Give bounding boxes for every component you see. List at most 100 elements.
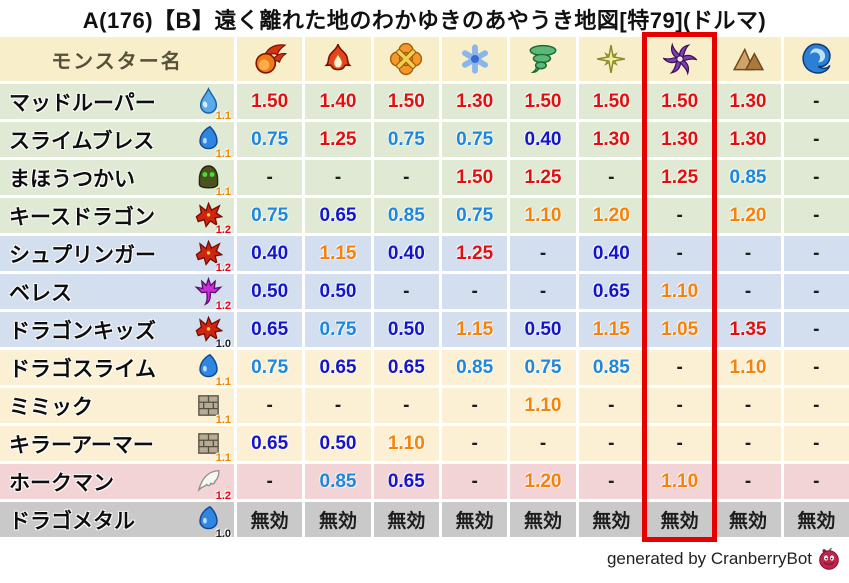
multiplier-cell: 0.85 [578, 350, 644, 385]
multiplier-cell: 0.40 [237, 236, 303, 271]
multiplier-cell: 無効 [647, 502, 713, 537]
multiplier-cell: 0.65 [237, 426, 303, 461]
multiplier-value: 1.35 [729, 318, 767, 340]
monster-name-cell: ドラゴンキッズ 1.0 [0, 312, 234, 347]
monster-name-cell: スライムブレス 1.1 [0, 122, 234, 157]
multiplier-cell: 0.75 [237, 350, 303, 385]
multiplier-value: - [608, 432, 615, 454]
multiplier-cell: 0.85 [715, 160, 781, 195]
rate-badge: 1.0 [215, 337, 231, 348]
element-header-cell [647, 37, 713, 81]
multiplier-cell: 0.65 [305, 350, 371, 385]
multiplier-value: 1.50 [387, 90, 425, 112]
element-header-cell [442, 37, 508, 81]
slime-icon: 1.1 [194, 125, 231, 157]
multiplier-value: 1.15 [319, 242, 357, 264]
multiplier-cell: - [237, 388, 303, 423]
multiplier-value: - [676, 242, 683, 264]
multiplier-cell: 0.50 [373, 312, 439, 347]
multiplier-cell: - [715, 464, 781, 499]
rate-badge: 1.2 [215, 489, 231, 500]
multiplier-value: 1.50 [251, 90, 289, 112]
multiplier-value: 無効 [250, 511, 289, 532]
multiplier-cell: - [783, 274, 849, 309]
multiplier-cell: 1.50 [578, 84, 644, 119]
multiplier-value: - [608, 394, 615, 416]
multiplier-cell: 0.50 [305, 426, 371, 461]
multiplier-cell: - [510, 274, 576, 309]
multiplier-cell: 無効 [237, 502, 303, 537]
monster-name: ベレス [9, 281, 72, 305]
multiplier-value: 0.75 [251, 128, 289, 150]
multiplier-value: 1.10 [729, 356, 767, 378]
multiplier-cell: 1.25 [647, 160, 713, 195]
multiplier-cell: 0.75 [442, 198, 508, 233]
multiplier-value: 無効 [455, 511, 494, 532]
multiplier-cell: 1.10 [373, 426, 439, 461]
rate-badge: 1.1 [215, 109, 231, 120]
multiplier-value: 1.15 [456, 318, 494, 340]
multiplier-value: 1.20 [729, 204, 767, 226]
element-header-cell [373, 37, 439, 81]
multiplier-cell: - [783, 160, 849, 195]
water-drop-icon: 1.1 [194, 86, 231, 119]
multiplier-value: 1.50 [592, 90, 630, 112]
multiplier-cell: - [578, 464, 644, 499]
multiplier-value: - [539, 242, 547, 264]
monster-name: まほうつかい [9, 167, 135, 191]
multiplier-value: 無効 [797, 511, 836, 532]
multiplier-cell: 0.65 [373, 464, 439, 499]
multiplier-value: - [403, 394, 410, 416]
multiplier-cell: 0.85 [373, 198, 439, 233]
multiplier-value: 0.75 [319, 318, 357, 340]
multiplier-value: - [676, 204, 683, 226]
multiplier-value: 1.25 [524, 166, 562, 188]
multiplier-value: 0.50 [524, 318, 562, 340]
multiplier-cell: - [715, 236, 781, 271]
multiplier-value: 0.65 [592, 280, 630, 302]
multiplier-value: - [676, 394, 683, 416]
multiplier-cell: - [783, 236, 849, 271]
monster-name-cell: キラーアーマー 1.1 [0, 426, 234, 461]
multiplier-value: - [813, 356, 820, 378]
multiplier-cell: 0.50 [237, 274, 303, 309]
multiplier-cell: 1.40 [305, 84, 371, 119]
multiplier-value: - [266, 166, 273, 188]
multiplier-cell: 1.05 [647, 312, 713, 347]
rate-badge: 1.1 [215, 375, 231, 386]
multiplier-value: 無効 [728, 511, 767, 532]
multiplier-value: 無効 [387, 511, 426, 532]
multiplier-value: 0.75 [251, 356, 289, 378]
multiplier-cell: 無効 [715, 502, 781, 537]
multiplier-cell: 0.75 [442, 122, 508, 157]
multiplier-value: - [539, 432, 547, 454]
multiplier-value: - [744, 242, 752, 264]
monster-name: スライムブレス [9, 129, 155, 153]
monster-name-cell: ドラゴスライム 1.1 [0, 350, 234, 385]
brick-wall-icon: 1.1 [194, 429, 231, 461]
element-header-cell [715, 37, 781, 81]
monster-name: マッドルーパー [9, 91, 156, 115]
multiplier-cell: 1.30 [715, 84, 781, 119]
slime-icon: 1.1 [194, 353, 231, 385]
multiplier-cell: 1.25 [305, 122, 371, 157]
monster-name: ミミック [9, 395, 93, 419]
monster-name: ドラゴスライム [9, 357, 156, 381]
multiplier-cell: 0.50 [510, 312, 576, 347]
multiplier-cell: 1.10 [647, 464, 713, 499]
multiplier-value: - [744, 280, 752, 302]
multiplier-value: 0.40 [251, 242, 289, 264]
flame-icon [321, 42, 355, 76]
multiplier-cell: 0.65 [237, 312, 303, 347]
multiplier-value: 0.40 [592, 242, 630, 264]
multiplier-value: - [334, 394, 342, 416]
multiplier-value: - [471, 432, 478, 454]
multiplier-value: 1.50 [661, 90, 699, 112]
multiplier-value: - [471, 470, 478, 492]
multiplier-value: - [676, 356, 683, 378]
rate-badge: 1.2 [215, 299, 231, 310]
multiplier-cell: 1.35 [715, 312, 781, 347]
multiplier-cell: - [783, 350, 849, 385]
monster-name: シュプリンガー [9, 243, 156, 267]
brick-wall-icon: 1.1 [194, 391, 231, 423]
